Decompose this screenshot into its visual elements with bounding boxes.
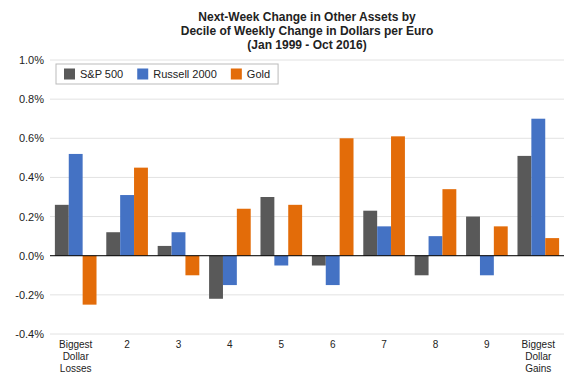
title-line: Next-Week Change in Other Assets by bbox=[198, 10, 416, 24]
bar bbox=[55, 205, 69, 256]
y-tick-label: -0.4% bbox=[15, 328, 44, 340]
bar bbox=[466, 217, 480, 256]
bar bbox=[185, 256, 199, 276]
x-tick-label: 6 bbox=[330, 339, 336, 350]
x-tick-label: BiggestDollarGains bbox=[522, 339, 556, 374]
title: Next-Week Change in Other Assets byDecil… bbox=[181, 10, 434, 52]
x-tick-label: BiggestDollarLosses bbox=[59, 339, 93, 374]
title-line: (Jan 1999 - Oct 2016) bbox=[247, 38, 366, 52]
x-tick-line: Dollar bbox=[525, 351, 552, 362]
legend-swatch bbox=[231, 69, 242, 80]
x-tick-label: 2 bbox=[124, 339, 130, 350]
y-axis: -0.4% -0.2% 0.0% 0.2% 0.4% 0.6% 0.8% 1.0% bbox=[15, 54, 44, 340]
y-tick-label: -0.2% bbox=[15, 289, 44, 301]
bar bbox=[326, 256, 340, 285]
x-tick-line: 4 bbox=[227, 339, 233, 350]
bar bbox=[415, 256, 429, 276]
grid bbox=[50, 60, 564, 334]
x-tick-line: 8 bbox=[433, 339, 439, 350]
bar bbox=[480, 256, 494, 276]
x-tick-line: 2 bbox=[124, 339, 130, 350]
legend-label: Russell 2000 bbox=[153, 68, 217, 80]
legend-label: S&P 500 bbox=[80, 68, 123, 80]
y-tick-label: 0.0% bbox=[19, 250, 44, 262]
x-tick-label: 9 bbox=[484, 339, 490, 350]
bar bbox=[494, 226, 508, 255]
grid-line bbox=[50, 255, 564, 256]
x-tick-label: 3 bbox=[176, 339, 182, 350]
grid-line bbox=[50, 177, 564, 178]
grid-line bbox=[50, 334, 564, 335]
bar bbox=[106, 232, 120, 255]
bar bbox=[237, 209, 251, 256]
x-tick-label: 7 bbox=[381, 339, 387, 350]
y-tick-label: 1.0% bbox=[19, 54, 44, 66]
bar bbox=[517, 156, 531, 256]
bar bbox=[274, 256, 288, 266]
x-tick-line: Losses bbox=[60, 363, 92, 374]
x-tick-line: 6 bbox=[330, 339, 336, 350]
bar bbox=[391, 136, 405, 255]
bar bbox=[172, 232, 186, 255]
bar bbox=[120, 195, 134, 256]
legend-label: Gold bbox=[247, 68, 270, 80]
bar bbox=[209, 256, 223, 299]
bar bbox=[363, 211, 377, 256]
x-tick-line: 3 bbox=[176, 339, 182, 350]
x-axis: BiggestDollarLosses23456789BiggestDollar… bbox=[59, 339, 555, 374]
y-tick-label: 0.6% bbox=[19, 132, 44, 144]
legend: S&P 500 Russell 2000 Gold bbox=[56, 64, 278, 84]
y-tick-label: 0.8% bbox=[19, 93, 44, 105]
series bbox=[55, 156, 531, 299]
x-tick-line: Dollar bbox=[63, 351, 90, 362]
y-tick-label: 0.4% bbox=[19, 171, 44, 183]
grid-line bbox=[50, 60, 564, 61]
chart: Next-Week Change in Other Assets byDecil… bbox=[0, 0, 576, 382]
x-tick-line: 5 bbox=[279, 339, 285, 350]
legend-swatch bbox=[137, 69, 148, 80]
bar bbox=[134, 168, 148, 256]
x-tick-label: 4 bbox=[227, 339, 233, 350]
bar bbox=[312, 256, 326, 266]
series bbox=[83, 136, 559, 304]
legend-box bbox=[56, 64, 278, 84]
y-tick-label: 0.2% bbox=[19, 211, 44, 223]
grid-line bbox=[50, 99, 564, 100]
bar bbox=[531, 119, 545, 256]
bar bbox=[429, 236, 443, 256]
x-tick-line: 7 bbox=[381, 339, 387, 350]
grid-line bbox=[50, 138, 564, 139]
bar bbox=[377, 226, 391, 255]
bar bbox=[288, 205, 302, 256]
x-tick-line: Biggest bbox=[59, 339, 93, 350]
x-tick-line: 9 bbox=[484, 339, 490, 350]
bar bbox=[223, 256, 237, 285]
x-tick-line: Biggest bbox=[522, 339, 556, 350]
bars bbox=[55, 119, 559, 305]
bar bbox=[260, 197, 274, 256]
x-tick-label: 5 bbox=[279, 339, 285, 350]
grid-line bbox=[50, 294, 564, 295]
bar bbox=[158, 246, 172, 256]
zero-line bbox=[50, 255, 564, 256]
bar bbox=[442, 189, 456, 256]
x-tick-label: 8 bbox=[433, 339, 439, 350]
bar bbox=[83, 256, 97, 305]
bar bbox=[545, 238, 559, 256]
bar bbox=[340, 138, 354, 255]
bar bbox=[69, 154, 83, 256]
title-line: Decile of Weekly Change in Dollars per E… bbox=[181, 24, 434, 38]
legend-swatch bbox=[64, 69, 75, 80]
x-tick-line: Gains bbox=[525, 363, 551, 374]
series bbox=[69, 119, 545, 285]
